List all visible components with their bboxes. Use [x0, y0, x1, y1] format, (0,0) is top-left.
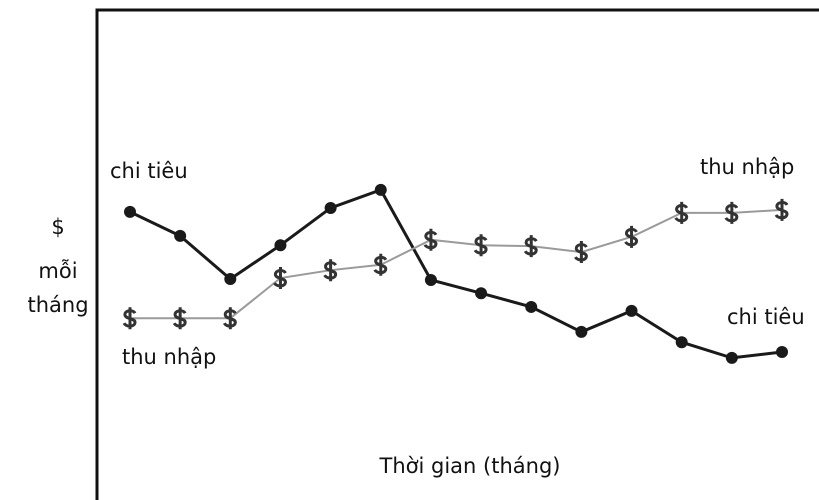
- point: [373, 253, 388, 276]
- point: [523, 235, 538, 258]
- point: [222, 307, 237, 330]
- point: [776, 346, 788, 359]
- point: [273, 267, 287, 290]
- series-line: [129, 187, 783, 360]
- point: [323, 259, 338, 282]
- point: [324, 201, 337, 214]
- point: [525, 300, 538, 313]
- point: [675, 336, 688, 349]
- point: [473, 234, 488, 257]
- series-line: [130, 208, 783, 320]
- series-label: chi tiêu: [727, 305, 805, 329]
- point: [624, 225, 639, 248]
- series-label: thu nhập: [700, 155, 794, 179]
- series-label: chi tiêu: [110, 159, 188, 183]
- point: [172, 307, 187, 330]
- y-axis-label: mỗi: [38, 258, 77, 283]
- point: [424, 273, 437, 286]
- point: [674, 201, 689, 224]
- y-axis-label: $: [51, 215, 64, 239]
- point: [274, 239, 287, 252]
- y-axis-label: tháng: [27, 293, 88, 317]
- point: [475, 287, 488, 300]
- point: [423, 228, 438, 251]
- point: [574, 241, 588, 264]
- point: [122, 307, 137, 330]
- x-axis-label: Thời gian (tháng): [379, 454, 561, 478]
- point: [774, 198, 789, 221]
- point: [725, 351, 738, 364]
- point: [224, 273, 237, 286]
- point: [575, 325, 588, 338]
- point: [625, 304, 638, 317]
- point: [174, 229, 187, 242]
- point: [124, 205, 136, 218]
- point: [724, 201, 739, 224]
- axis-frame: [95, 8, 819, 500]
- series-label: thu nhập: [122, 345, 216, 369]
- point: [374, 183, 387, 196]
